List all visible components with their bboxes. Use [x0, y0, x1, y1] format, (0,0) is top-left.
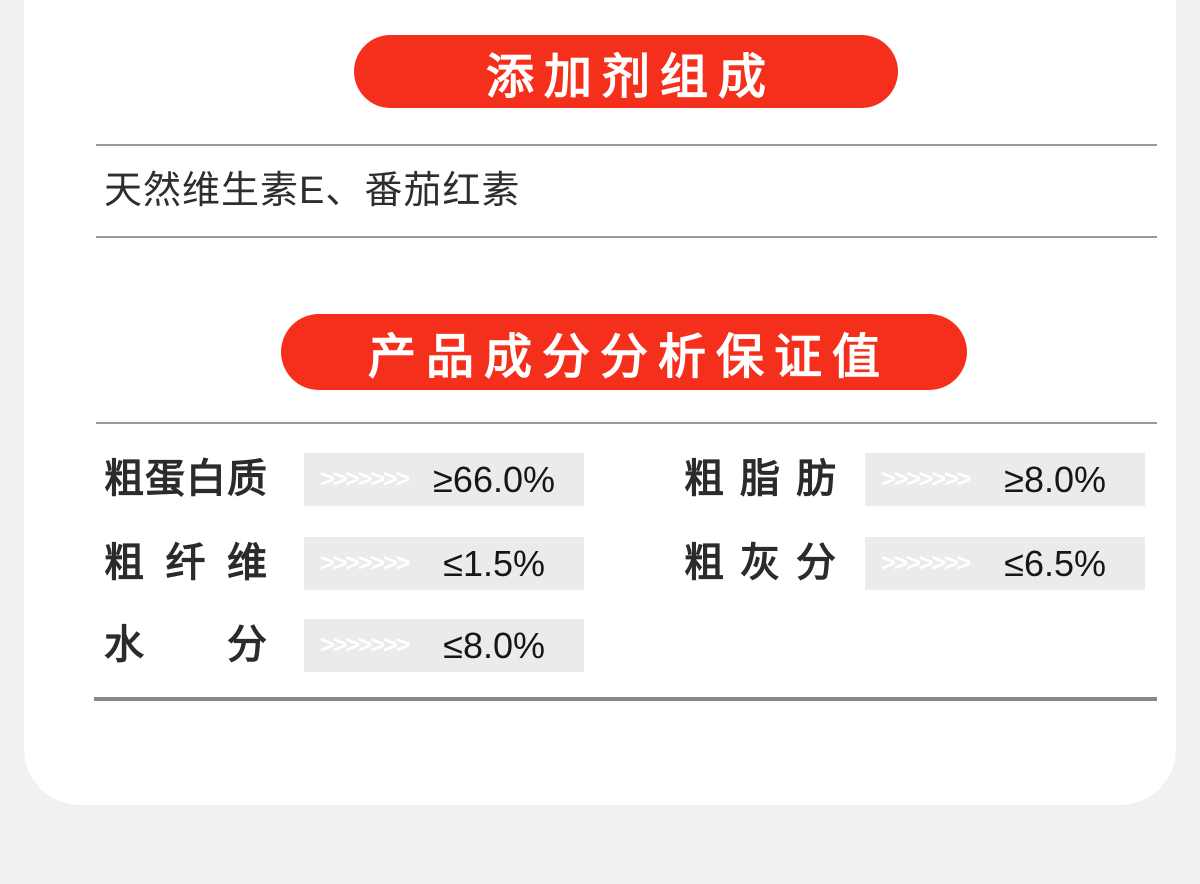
nutrient-label-moisture: 水分: [104, 623, 267, 667]
chevrons-right-icon: >>>>>>>: [320, 465, 410, 493]
divider-below-table: [94, 697, 1157, 701]
analysis-title-banner: 产品成分分析保证值: [281, 314, 967, 390]
content-card: 添加剂组成 天然维生素E、番茄红素 产品成分分析保证值 粗蛋白质 >>>>>>>…: [24, 0, 1176, 805]
nutrient-value-box-crude-fat: >>>>>>> ≥8.0%: [865, 453, 1145, 506]
nutrient-label-crude-fiber: 粗纤维: [104, 541, 267, 585]
divider-above-table: [96, 422, 1157, 424]
nutrient-value-box-moisture: >>>>>>> ≤8.0%: [304, 619, 584, 672]
nutrient-value-crude-fat: ≥8.0%: [1004, 459, 1106, 500]
nutrient-label-crude-fat: 粗脂肪: [684, 457, 836, 501]
nutrient-value-moisture: ≤8.0%: [443, 625, 545, 666]
divider-above-ingredients: [96, 144, 1157, 146]
nutrient-value-box-crude-protein: >>>>>>> ≥66.0%: [304, 453, 584, 506]
divider-below-ingredients: [96, 236, 1157, 238]
chevrons-right-icon: >>>>>>>: [320, 549, 410, 577]
nutrient-value-crude-protein: ≥66.0%: [433, 459, 556, 500]
nutrient-value-crude-ash: ≤6.5%: [1004, 543, 1106, 584]
nutrient-label-crude-protein: 粗蛋白质: [104, 457, 267, 501]
ingredients-text: 天然维生素E、番茄红素: [104, 170, 521, 212]
chevrons-right-icon: >>>>>>>: [881, 549, 971, 577]
analysis-title: 产品成分分析保证值: [367, 331, 890, 384]
chevrons-right-icon: >>>>>>>: [320, 631, 410, 659]
nutrient-value-box-crude-ash: >>>>>>> ≤6.5%: [865, 537, 1145, 590]
nutrient-value-crude-fiber: ≤1.5%: [443, 543, 545, 584]
additives-title-banner: 添加剂组成: [354, 35, 898, 108]
nutrient-value-box-crude-fiber: >>>>>>> ≤1.5%: [304, 537, 584, 590]
chevrons-right-icon: >>>>>>>: [881, 465, 971, 493]
additives-title: 添加剂组成: [485, 50, 776, 104]
nutrient-label-crude-ash: 粗灰分: [684, 541, 836, 585]
